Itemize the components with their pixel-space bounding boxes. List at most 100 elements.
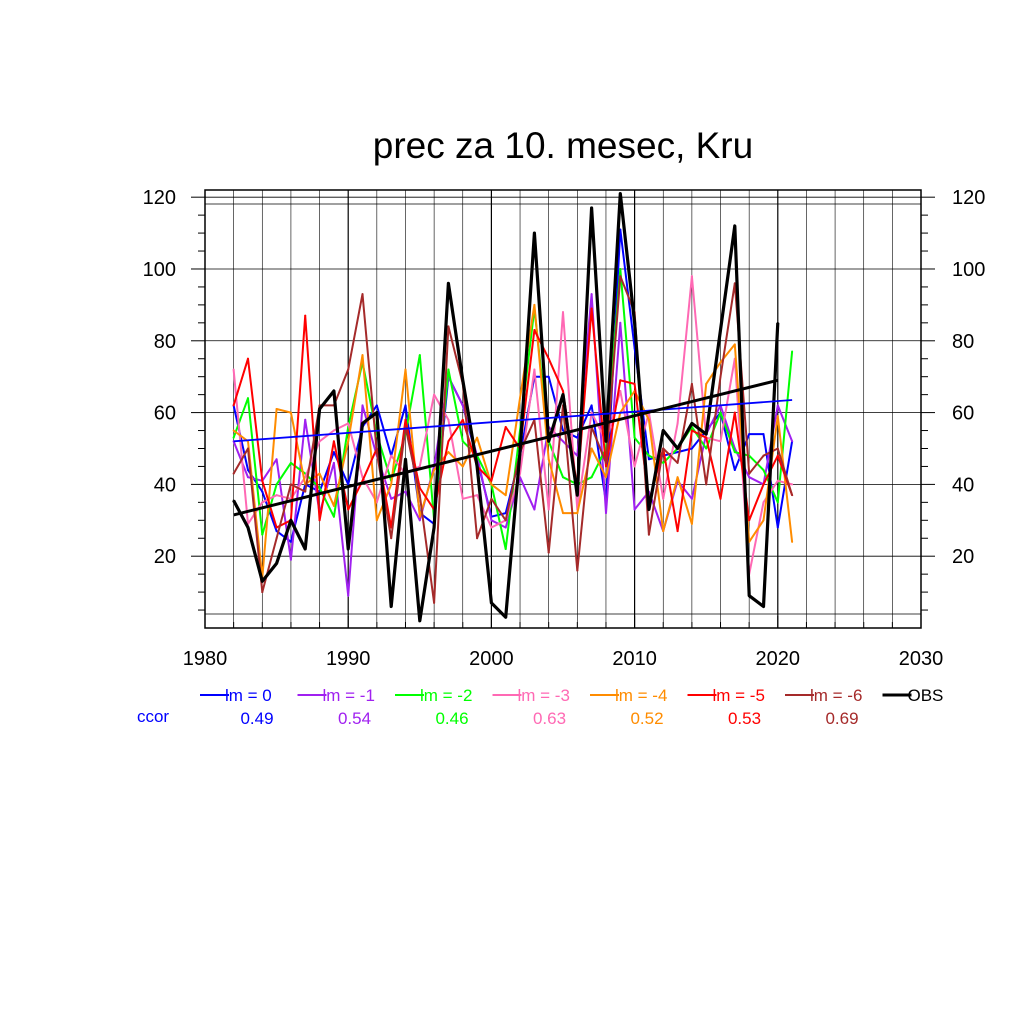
- data-point: [404, 404, 407, 407]
- data-point: [246, 476, 249, 479]
- data-point: [590, 447, 593, 450]
- legend-entry-label: lm = -3: [518, 686, 570, 705]
- data-point: [647, 508, 650, 511]
- data-point: [647, 458, 650, 461]
- data-point: [647, 533, 650, 536]
- data-point: [719, 440, 722, 443]
- data-point: [275, 530, 278, 533]
- data-point: [275, 408, 278, 410]
- data-point: [547, 508, 550, 511]
- data-point: [304, 490, 307, 493]
- data-point: [246, 397, 249, 400]
- data-point: [719, 361, 722, 364]
- data-point: [762, 501, 765, 504]
- data-point: [604, 465, 607, 468]
- data-point: [447, 440, 450, 443]
- data-point: [347, 440, 350, 443]
- data-point: [533, 329, 536, 332]
- data-point: [619, 267, 622, 270]
- data-point: [690, 522, 693, 525]
- data-point: [562, 390, 564, 393]
- data-point: [590, 206, 593, 209]
- data-point: [690, 275, 693, 278]
- data-point: [662, 497, 665, 500]
- data-point: [690, 422, 693, 425]
- legend-entry-label: lm = -5: [713, 686, 765, 705]
- data-point: [590, 404, 593, 407]
- data-point: [719, 329, 722, 332]
- data-point: [261, 580, 264, 583]
- data-point: [332, 429, 335, 432]
- ccor-value: 0.69: [825, 709, 858, 728]
- data-point: [375, 411, 378, 414]
- data-point: [562, 393, 564, 396]
- ccor-value: 0.53: [728, 709, 761, 728]
- data-point: [304, 314, 307, 317]
- data-point: [647, 418, 650, 421]
- x-tick-label: 2030: [899, 648, 944, 670]
- chart-title: prec za 10. mesec, Kru: [373, 125, 753, 166]
- data-point: [733, 411, 736, 414]
- y-tick-label-left: 20: [154, 546, 176, 568]
- data-point: [433, 469, 436, 472]
- data-point: [504, 425, 507, 428]
- data-point: [762, 605, 765, 608]
- data-point: [289, 411, 292, 414]
- data-point: [232, 404, 235, 407]
- data-point: [261, 501, 264, 504]
- data-point: [519, 451, 522, 454]
- data-point: [705, 433, 708, 436]
- data-point: [762, 469, 765, 472]
- data-point: [390, 605, 393, 608]
- data-point: [490, 497, 493, 500]
- data-point: [676, 530, 679, 533]
- data-point: [404, 458, 407, 461]
- data-point: [619, 321, 622, 324]
- data-point: [604, 461, 607, 464]
- data-point: [633, 382, 636, 385]
- data-point: [289, 519, 292, 522]
- data-point: [246, 357, 249, 360]
- data-point: [791, 483, 794, 486]
- data-point: [418, 619, 421, 622]
- data-point: [433, 601, 436, 604]
- data-point: [733, 224, 736, 227]
- data-point: [562, 440, 564, 443]
- data-point: [404, 418, 407, 421]
- data-point: [547, 357, 550, 360]
- data-point: [748, 476, 751, 479]
- data-point: [791, 540, 794, 543]
- data-point: [332, 390, 335, 393]
- data-point: [447, 418, 450, 421]
- data-point: [576, 512, 579, 515]
- data-point: [676, 451, 679, 454]
- data-point: [633, 436, 636, 439]
- data-point: [619, 379, 622, 382]
- data-point: [733, 282, 736, 285]
- data-point: [461, 440, 464, 443]
- data-point: [476, 494, 479, 497]
- data-point: [490, 479, 493, 482]
- data-point: [705, 436, 708, 439]
- data-point: [461, 418, 464, 421]
- ccor-value: 0.46: [435, 709, 468, 728]
- data-point: [776, 526, 779, 529]
- ccor-value: 0.63: [533, 709, 566, 728]
- data-point: [748, 594, 751, 597]
- data-point: [791, 494, 794, 497]
- data-point: [762, 483, 765, 486]
- data-point: [318, 440, 321, 443]
- data-point: [476, 465, 479, 468]
- data-point: [791, 440, 794, 443]
- data-point: [361, 404, 364, 407]
- data-point: [375, 404, 378, 407]
- data-point: [318, 472, 321, 475]
- data-point: [748, 519, 751, 522]
- ccor-value: 0.54: [338, 709, 371, 728]
- data-point: [562, 476, 564, 479]
- data-point: [733, 343, 736, 346]
- data-point: [375, 451, 378, 454]
- data-point: [490, 601, 493, 604]
- data-point: [719, 411, 722, 414]
- legend-entry-label: lm = -6: [810, 686, 862, 705]
